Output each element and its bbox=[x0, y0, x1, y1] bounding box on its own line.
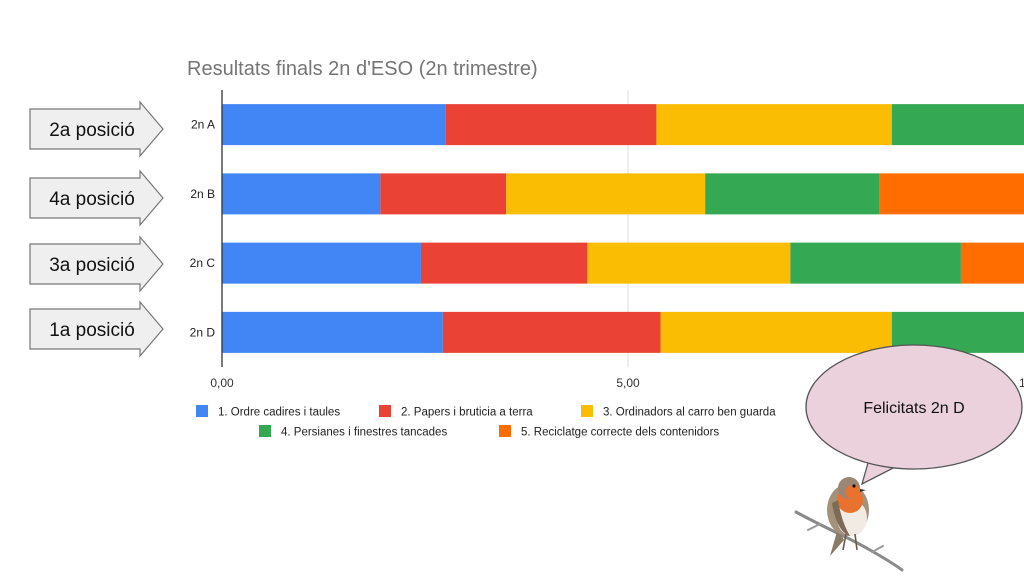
bar-2n-b-series-4 bbox=[705, 173, 880, 215]
bar-2n-a-series-3 bbox=[656, 104, 892, 146]
x-tick-label-0: 0,00 bbox=[210, 376, 234, 390]
legend-swatch bbox=[259, 425, 271, 437]
category-labels: 2n A 2n B 2n C 2n D bbox=[190, 118, 216, 340]
ranking-label: 2a posició bbox=[49, 120, 135, 141]
ranking-arrow-2n-d: 1a posició bbox=[29, 300, 164, 358]
legend-label: 3. Ordinadors al carro ben guarda bbox=[603, 407, 776, 419]
bar-2n-c-series-3 bbox=[587, 242, 791, 284]
legend-item-3: 3. Ordinadors al carro ben guarda bbox=[581, 405, 776, 419]
legend-item-1: 1. Ordre cadires i taules bbox=[196, 405, 340, 419]
bar-2n-a-series-4 bbox=[891, 104, 1024, 146]
ranking-label: 3a posició bbox=[49, 255, 135, 276]
robin-bird-icon bbox=[794, 477, 904, 572]
ranking-label: 4a posició bbox=[49, 189, 135, 210]
bar-2n-b-series-5 bbox=[879, 173, 1024, 215]
legend-label: 1. Ordre cadires i taules bbox=[218, 407, 340, 419]
legend-swatch bbox=[499, 425, 511, 437]
category-label-2n-a: 2n A bbox=[191, 118, 215, 132]
speech-bubble: Felicitats 2n D bbox=[805, 344, 1023, 486]
category-label-2n-d: 2n D bbox=[190, 325, 216, 339]
legend-label: 2. Papers i bruticia a terra bbox=[401, 407, 533, 419]
legend-item-4: 4. Persianes i finestres tancades bbox=[259, 425, 447, 439]
ranking-arrow-2n-b: 4a posició bbox=[29, 169, 164, 227]
category-label-2n-c: 2n C bbox=[190, 256, 216, 270]
legend: 1. Ordre cadires i taules 2. Papers i bru… bbox=[196, 405, 776, 439]
bubble-text: Felicitats 2n D bbox=[863, 400, 964, 417]
bar-2n-b-series-3 bbox=[506, 173, 706, 215]
chart-title: Resultats finals 2n d'ESO (2n trimestre) bbox=[187, 58, 538, 80]
bars bbox=[222, 104, 1024, 353]
legend-swatch bbox=[581, 405, 593, 417]
bar-2n-d-series-2 bbox=[442, 311, 661, 353]
legend-label: 4. Persianes i finestres tancades bbox=[281, 427, 447, 439]
x-tick-label-5: 5,00 bbox=[616, 376, 640, 390]
category-label-2n-b: 2n B bbox=[190, 187, 215, 201]
bar-2n-c-series-2 bbox=[420, 242, 588, 284]
ranking-arrow-2n-c: 3a posició bbox=[29, 235, 164, 293]
ranking-arrows: 2a posició 4a posició 3a posició 1a posi… bbox=[29, 100, 164, 358]
legend-label: 5. Reciclatge correcte dels contenidors bbox=[521, 427, 719, 439]
legend-item-2: 2. Papers i bruticia a terra bbox=[379, 405, 533, 419]
bar-2n-c-series-1 bbox=[222, 242, 421, 284]
bar-2n-c-series-4 bbox=[790, 242, 961, 284]
ranking-arrow-2n-a: 2a posició bbox=[29, 100, 164, 158]
x-tick-label-10: 10,00 bbox=[1019, 376, 1024, 390]
bar-2n-d-series-3 bbox=[660, 311, 892, 353]
ranking-label: 1a posició bbox=[49, 320, 135, 341]
bar-2n-d-series-1 bbox=[222, 311, 443, 353]
bar-2n-c-series-5 bbox=[960, 242, 1024, 284]
legend-item-5: 5. Reciclatge correcte dels contenidors bbox=[499, 425, 719, 439]
tick-labels: 0,00 5,00 10,00 bbox=[210, 376, 1024, 390]
bar-2n-a-series-1 bbox=[222, 104, 446, 146]
bar-2n-a-series-2 bbox=[445, 104, 657, 146]
legend-swatch bbox=[196, 405, 208, 417]
legend-swatch bbox=[379, 405, 391, 417]
bar-2n-b-series-1 bbox=[222, 173, 381, 215]
bar-2n-b-series-2 bbox=[380, 173, 507, 215]
